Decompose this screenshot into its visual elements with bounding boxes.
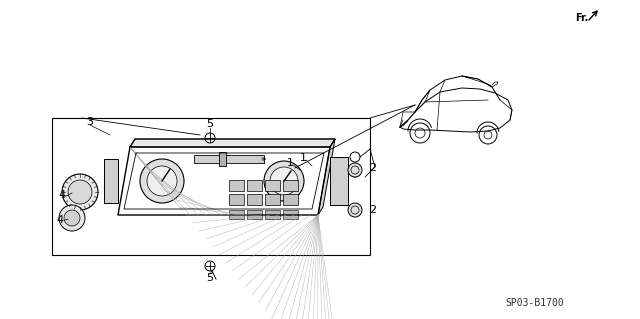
Bar xyxy=(52,118,370,255)
Text: 1: 1 xyxy=(300,153,307,163)
Polygon shape xyxy=(318,139,335,215)
Bar xyxy=(283,194,298,205)
Circle shape xyxy=(348,203,362,217)
Text: 4: 4 xyxy=(56,215,63,225)
Circle shape xyxy=(64,210,80,226)
Text: Fr.: Fr. xyxy=(575,13,588,23)
Bar xyxy=(265,180,280,191)
Circle shape xyxy=(348,163,362,177)
Bar xyxy=(247,194,262,205)
Circle shape xyxy=(147,166,177,196)
Bar xyxy=(265,194,280,205)
Text: 2: 2 xyxy=(369,163,376,173)
Bar xyxy=(194,155,264,163)
Polygon shape xyxy=(130,139,335,147)
Circle shape xyxy=(68,180,92,204)
Text: SP03-B1700: SP03-B1700 xyxy=(505,298,564,308)
Bar xyxy=(247,180,262,191)
Text: 3: 3 xyxy=(86,117,93,127)
Text: 5: 5 xyxy=(207,119,214,129)
Text: 2: 2 xyxy=(369,205,376,215)
Bar xyxy=(247,210,262,219)
Text: 1: 1 xyxy=(287,158,294,168)
Bar xyxy=(283,210,298,219)
Bar xyxy=(219,152,226,166)
Bar xyxy=(104,159,118,203)
Bar xyxy=(265,210,280,219)
Bar xyxy=(283,180,298,191)
Text: 4: 4 xyxy=(58,190,65,200)
Circle shape xyxy=(270,167,298,195)
Bar xyxy=(229,180,244,191)
Circle shape xyxy=(59,205,85,231)
Circle shape xyxy=(62,174,98,210)
Bar xyxy=(229,194,244,205)
Text: 5: 5 xyxy=(207,273,214,283)
Circle shape xyxy=(264,161,304,201)
Circle shape xyxy=(140,159,184,203)
Bar xyxy=(330,157,348,205)
Bar xyxy=(229,210,244,219)
